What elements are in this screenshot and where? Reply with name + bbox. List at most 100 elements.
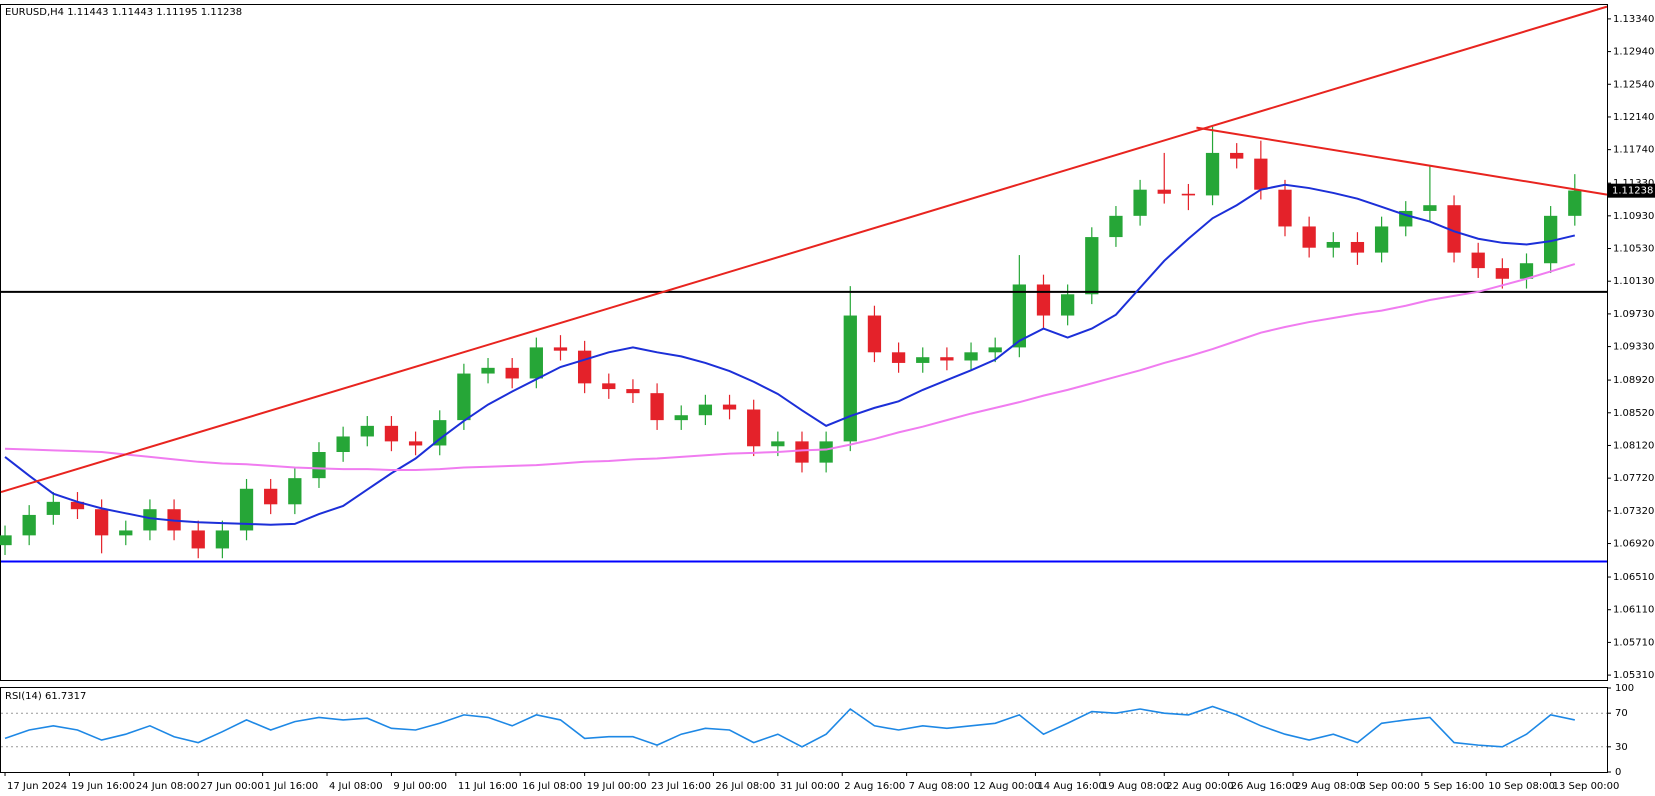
y-tick-label: 1.12540 [1613,79,1654,90]
moving-average [4,183,1576,526]
candle-body [1326,241,1340,248]
candle-body [1254,158,1268,190]
candle-body [312,452,326,479]
x-tick-label: 23 Jul 16:00 [651,781,711,792]
y-tick-label: 100 [1615,683,1634,694]
last-price-box [1608,183,1655,198]
x-tick-label: 16 Jul 08:00 [522,781,582,792]
y-tick-label: 1.06110 [1613,605,1654,616]
candle-body [698,404,713,416]
x-tick-label: 11 Jul 16:00 [458,781,518,792]
trend-line [0,5,1608,494]
x-tick-label: 4 Jul 08:00 [329,781,383,792]
candle-body [747,409,761,447]
x-tick-label: 2 Aug 16:00 [844,781,905,792]
candle-body [771,441,785,447]
x-tick-label: 1 Jul 16:00 [265,781,319,792]
candle-body [577,350,592,384]
candle-body [553,347,568,351]
candle-body [940,357,954,361]
y-tick-label: 1.06510 [1613,572,1654,583]
x-tick-label: 19 Jul 00:00 [587,781,647,792]
candle-body [1471,252,1485,269]
candle-body [1544,215,1558,264]
candle-body [1423,205,1437,211]
x-tick-label: 29 Aug 08:00 [1295,781,1362,792]
x-tick-label: 26 Aug 16:00 [1231,781,1298,792]
candle-body [0,535,12,546]
candle-body [264,488,278,505]
candle-body [722,404,737,410]
rsi-title: RSI(14) 61.7317 [5,691,86,702]
chart-header: EURUSD,H4 1.11443 1.11443 1.11195 1.1123… [5,7,242,18]
x-tick-label: 22 Aug 00:00 [1166,781,1233,792]
y-tick-label: 1.12940 [1613,47,1654,58]
y-tick-label: 1.08520 [1613,408,1654,419]
candle-body [819,441,833,463]
candle-body [988,347,1002,353]
candle-body [1109,215,1123,238]
y-tick-label: 70 [1615,708,1628,719]
candle-body [602,383,616,390]
y-tick-label: 1.12140 [1613,112,1654,123]
rsi-line [4,705,1575,748]
moving-average [4,263,1576,471]
candle-body [626,389,640,394]
candle-body [384,425,399,442]
candle-body [70,501,85,510]
candle-body [481,367,495,374]
candle-body [1157,189,1171,194]
candle-body [1012,284,1026,348]
candle-body [674,415,688,421]
candle-body [1278,189,1292,227]
candle-body [1519,263,1534,279]
candle-body [46,501,60,515]
y-tick-label: 30 [1615,742,1628,753]
candle-body [891,352,906,363]
y-tick-label: 1.07320 [1613,506,1654,517]
x-tick-label: 31 Jul 00:00 [780,781,840,792]
last-price-label: 1.11238 [1612,186,1653,197]
x-tick-label: 19 Jun 16:00 [71,781,135,792]
x-tick-label: 12 Aug 00:00 [973,781,1040,792]
y-tick-label: 1.07720 [1613,473,1654,484]
candle-body [1061,294,1075,316]
candle-body [505,367,519,379]
x-tick-label: 27 Jun 00:00 [200,781,264,792]
candle-body [843,315,857,442]
x-tick-label: 19 Aug 08:00 [1102,781,1169,792]
x-tick-label: 3 Sep 00:00 [1359,781,1419,792]
x-tick-label: 17 Jun 2024 [7,781,67,792]
y-tick-label: 1.13340 [1613,14,1654,25]
candle-body [433,420,447,446]
y-tick-label: 1.09330 [1613,342,1654,353]
y-tick-label: 1.10930 [1613,211,1654,222]
candle-body [1302,226,1316,248]
y-tick-label: 1.06920 [1613,539,1654,550]
candle-body [288,478,302,505]
candle-body [1085,237,1099,295]
candle-body [94,509,109,536]
candle-body [1350,241,1365,253]
x-tick-label: 26 Jul 08:00 [715,781,775,792]
candle-body [650,393,664,421]
candle-body [964,352,978,361]
candle-body [408,441,423,446]
y-tick-label: 1.08920 [1613,375,1654,386]
candle-body [143,509,157,531]
rsi-panel-frame [0,687,1608,773]
candle-body [119,530,133,536]
y-tick-label: 1.05710 [1613,637,1654,648]
candle-body [1181,193,1196,196]
candle-body [191,530,205,549]
y-tick-label: 0 [1615,767,1621,778]
y-tick-label: 1.08120 [1613,440,1654,451]
candle-body [239,488,254,531]
candle-body [916,357,930,363]
price-panel-frame [0,4,1608,681]
y-tick-label: 1.05310 [1613,670,1654,681]
y-tick-label: 1.11740 [1613,145,1654,156]
candle-body [1568,190,1582,216]
candle-body [215,530,230,549]
candle-body [22,514,36,536]
